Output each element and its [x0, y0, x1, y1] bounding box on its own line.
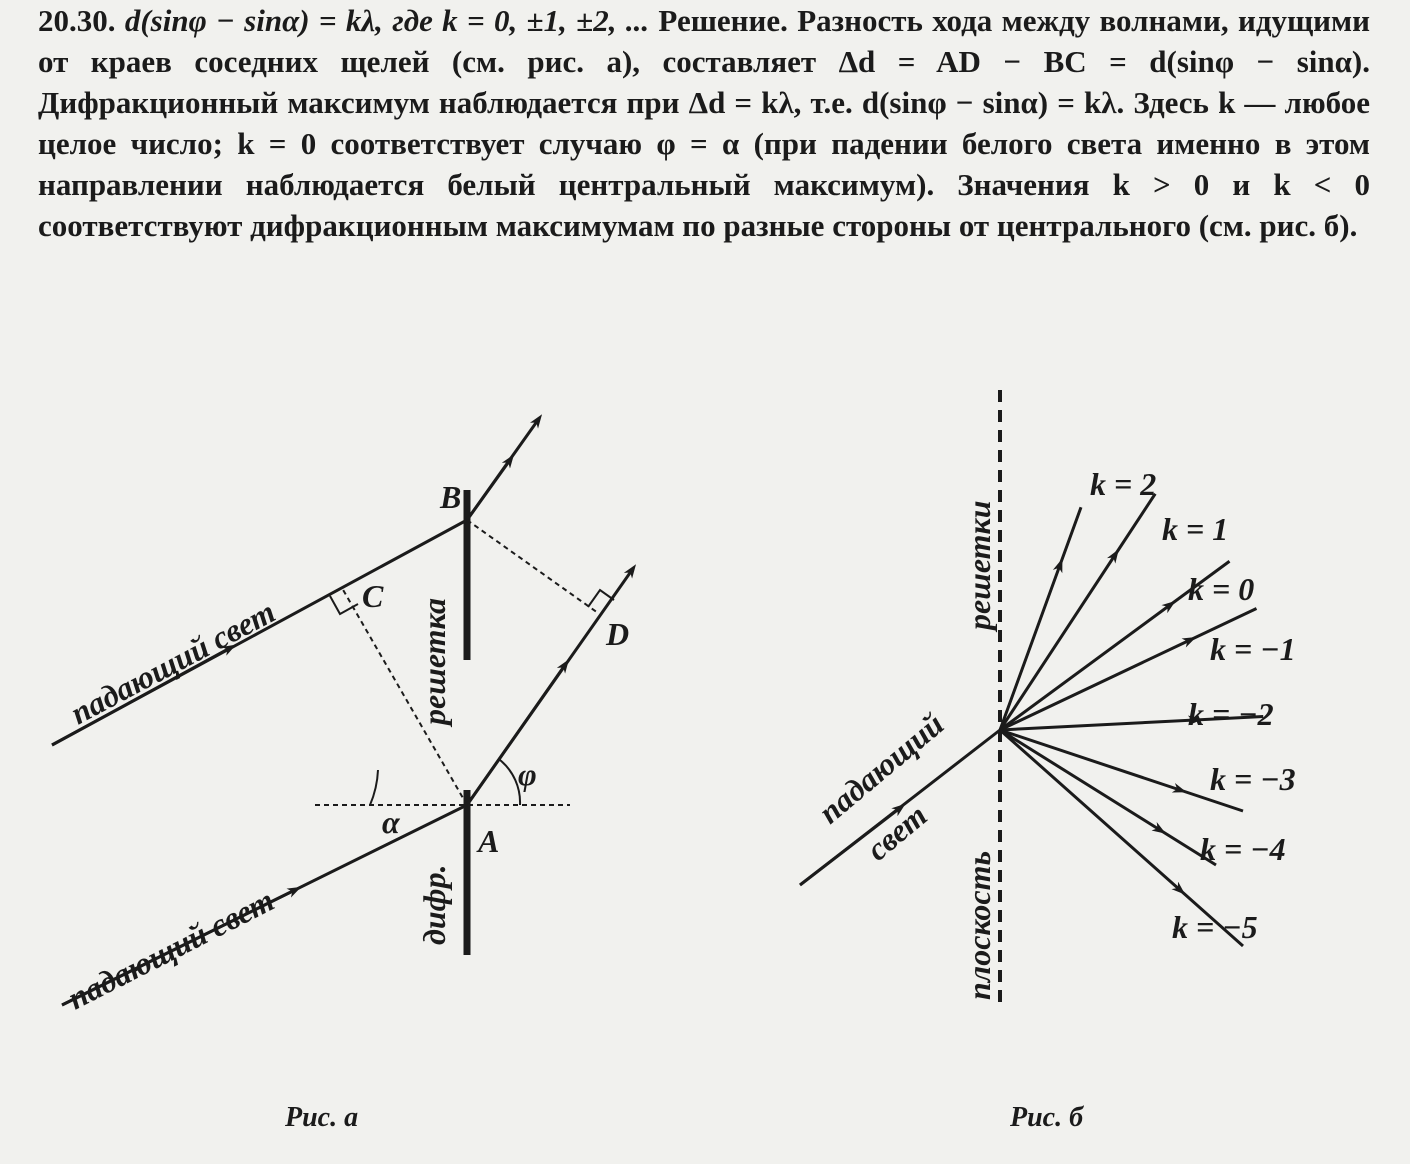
order-label: k = 2 [1090, 466, 1156, 502]
order-rays [998, 549, 1202, 895]
order-label: k = 1 [1162, 511, 1228, 547]
incident-light-b1: падающий [811, 706, 950, 831]
label-C: C [362, 578, 384, 614]
order-ray-tail [1113, 492, 1157, 556]
order-label: k = −1 [1210, 631, 1296, 667]
incident-light-bottom: падающий свет [62, 882, 280, 1017]
phi-arc [499, 759, 522, 806]
plane-label-2: решетки [961, 500, 997, 633]
incident-ray-bottom-arrow [61, 886, 302, 1007]
caption-b: Рис. б [1010, 1102, 1084, 1133]
order-ray [999, 600, 1176, 732]
label-phi: φ [518, 756, 537, 792]
figure-a [51, 414, 637, 1007]
order-ray-tail [1159, 828, 1217, 867]
label-D: D [605, 616, 629, 652]
order-label: k = −4 [1200, 831, 1286, 867]
incident-light-top: падающий свет [64, 593, 281, 731]
plane-label: плоскость [961, 851, 997, 1000]
order-ray-tail [1179, 788, 1244, 813]
order-ray-tail [1169, 560, 1231, 607]
order-ray-tail [1058, 506, 1083, 566]
label-B: B [439, 479, 461, 515]
incident-light-b2: свет [859, 797, 933, 868]
order-ray [999, 637, 1197, 732]
order-label: k = −2 [1188, 696, 1274, 732]
solution-label: Решение. [658, 3, 788, 38]
alpha-arc [369, 769, 379, 806]
incident-ray-top-arrow [51, 644, 237, 747]
problem-number: 20.30. [38, 3, 116, 38]
figure-b [799, 390, 1264, 1010]
right-angle-D [587, 588, 615, 608]
diffracted-ray-top-arrow [465, 454, 515, 521]
order-ray [999, 728, 1166, 834]
grating-label-a: решетка [416, 598, 452, 728]
order-label: k = −5 [1172, 909, 1258, 945]
dotted-BD [466, 519, 599, 614]
order-ray [998, 558, 1063, 731]
order-label: k = 0 [1188, 571, 1254, 607]
problem-text: 20.30. d(sinφ − sinα) = kλ, где k = 0, ±… [38, 0, 1370, 246]
order-ray [998, 549, 1119, 731]
order-ray [999, 728, 1186, 895]
order-ray [999, 728, 1187, 793]
order-ray [999, 715, 1202, 732]
order-labels: k = 2k = 1 k = 0 k = −1 k = −2 k = −3 k = −4 k… [1090, 466, 1296, 945]
order-ray-tail [1189, 607, 1258, 642]
label-alpha: α [382, 804, 401, 840]
order-ray-tail [1179, 888, 1244, 948]
order-label: k = −3 [1210, 761, 1296, 797]
dotted-AC [341, 587, 468, 806]
grating-label-a2: дифр. [416, 864, 452, 945]
right-angle-C [329, 595, 359, 616]
solution-body: Разность хода между волнами, идущими от … [38, 3, 1371, 243]
order-ray-tail [1194, 715, 1264, 722]
caption-a: Рис. а [285, 1102, 359, 1133]
diffracted-ray-bottom-arrow [465, 659, 570, 806]
problem-answer: d(sinφ − sinα) = kλ, где k = 0, ±1, ±2, … [124, 3, 650, 38]
incident-ray-arrow [799, 803, 906, 887]
label-A: A [476, 823, 499, 859]
